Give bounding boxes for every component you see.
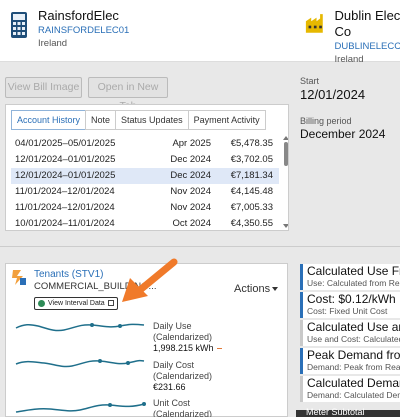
tenant-meter-icon: [12, 270, 26, 285]
card-title: Calculated Use and: [307, 320, 400, 334]
account-name: RainsfordElec: [38, 8, 119, 23]
table-row[interactable]: 11/01/2024–12/01/2024 Nov 2024 €7,005.33: [11, 200, 279, 216]
view-bill-image-button[interactable]: View Bill Image: [5, 77, 82, 98]
daily-cost-value: €231.66: [153, 382, 186, 392]
bill-period: Oct 2024: [172, 218, 211, 229]
actions-dropdown[interactable]: Actions: [234, 283, 279, 295]
card-subtitle: Use and Cost: Calculated: [307, 334, 400, 344]
bill-period: Apr 2025: [172, 138, 211, 149]
external-link-icon: [108, 300, 114, 306]
history-panel: Account History Note Status Updates Paym…: [5, 104, 289, 231]
tab-payment-activity[interactable]: Payment Activity: [187, 110, 266, 130]
card-subtitle: Demand: Calculated Demand: [307, 390, 400, 400]
trend-dash-icon: [216, 348, 222, 350]
bill-amount: €7,181.34: [230, 170, 273, 181]
card-title: Cost: $0.12/kWh: [307, 292, 396, 306]
section-divider: [0, 246, 400, 247]
tenant-card: [5, 263, 288, 417]
card-subtitle: Cost: Fixed Unit Cost: [307, 306, 388, 316]
account-code-link[interactable]: RAINSFORDELEC01: [38, 25, 130, 36]
meter-subtotal-label: Meter Subtotal: [306, 407, 365, 417]
meter-subtotal-tab[interactable]: Meter Subtotal: [296, 407, 400, 417]
billing-period-label: Billing period: [300, 116, 352, 126]
unit-cost-sparkline: [15, 403, 145, 413]
history-tabs: Account History Note Status Updates Paym…: [11, 110, 266, 130]
start-label: Start: [300, 76, 320, 86]
bill-period: Nov 2024: [170, 202, 211, 213]
scroll-thumb[interactable]: [284, 142, 288, 166]
daily-cost-sublabel: (Calendarized): [153, 371, 213, 381]
billing-period-value: December 2024: [300, 127, 386, 141]
bill-amount: €3,702.05: [230, 154, 273, 165]
card-title: Calculated Demand: [307, 376, 400, 390]
tab-account-history[interactable]: Account History: [11, 110, 87, 130]
daily-use-number: 1,998.215 kWh: [153, 343, 214, 353]
card-subtitle: Use: Calculated from Read: [307, 278, 400, 288]
bill-amount: €7,005.33: [230, 202, 273, 213]
unit-cost-card[interactable]: Cost: $0.12/kWh Cost: Fixed Unit Cost: [300, 292, 400, 318]
bill-amount: €4,350.55: [230, 218, 273, 229]
unit-cost-sublabel: (Calendarized): [153, 409, 213, 417]
view-interval-data-button[interactable]: View Interval Data: [34, 297, 118, 310]
metric-sparklines: [15, 323, 146, 413]
daily-cost-sparkline: [15, 359, 145, 368]
account-info: Dublin Elec Co DUBLINELECCO Ireland: [335, 8, 400, 66]
account-summary-rainsford: RainsfordElec RAINSFORDELEC01 Ireland: [10, 8, 129, 50]
account-location: Ireland: [334, 54, 364, 65]
history-scrollbar[interactable]: [283, 136, 288, 228]
tenant-type: COMMERCIAL_BUILDING...: [34, 281, 157, 292]
account-location: Ireland: [38, 38, 68, 49]
actions-label: Actions: [234, 283, 271, 295]
card-subtitle: Demand: Peak from Read: [307, 362, 400, 372]
history-table: 04/01/2025–05/01/2025 Apr 2025 €5,478.35…: [11, 136, 279, 230]
table-row-selected[interactable]: 12/01/2024–01/01/2025 Dec 2024 €7,181.34: [11, 168, 279, 184]
daily-use-value: 1,998.215 kWh: [153, 343, 222, 354]
peak-demand-card[interactable]: Peak Demand from Demand: Peak from Read: [300, 348, 400, 374]
add-icon: [38, 300, 45, 307]
date-range: 04/01/2025–05/01/2025: [15, 138, 116, 149]
daily-use-sparkline: [15, 323, 145, 332]
account-info: RainsfordElec RAINSFORDELEC01 Ireland: [38, 8, 129, 50]
tenant-name-link[interactable]: Tenants (STV1): [34, 269, 104, 280]
daily-use-label: Daily Use: [153, 321, 192, 331]
date-range: 10/01/2024–11/01/2024: [15, 218, 115, 229]
scroll-down-icon[interactable]: [283, 224, 288, 228]
date-range: 11/01/2024–12/01/2024: [15, 202, 115, 213]
account-code-link[interactable]: DUBLINELECCO: [334, 41, 400, 52]
calc-use-cost-card[interactable]: Calculated Use and Use and Cost: Calcula…: [300, 320, 400, 346]
account-summary-dublin: Dublin Elec Co DUBLINELECCO Ireland: [305, 8, 400, 66]
table-row[interactable]: 12/01/2024–01/01/2025 Dec 2024 €3,702.05: [11, 152, 279, 168]
daily-use-sublabel: (Calendarized): [153, 332, 213, 342]
date-range: 12/01/2024–01/01/2025: [15, 170, 116, 181]
start-date: 12/01/2024: [300, 87, 366, 102]
unit-cost-label: Unit Cost: [153, 398, 191, 408]
account-header: RainsfordElec RAINSFORDELEC01 Ireland Du…: [0, 0, 400, 65]
daily-cost-label: Daily Cost: [153, 360, 195, 370]
scroll-up-icon[interactable]: [283, 136, 288, 140]
tab-status-updates[interactable]: Status Updates: [115, 110, 189, 130]
factory-icon: [305, 14, 323, 33]
open-in-new-tab-button[interactable]: Open in New Tab: [88, 77, 168, 112]
date-range: 11/01/2024–12/01/2024: [15, 186, 115, 197]
annotation-arrow-icon: [122, 258, 178, 302]
bill-period: Dec 2024: [170, 154, 211, 165]
table-row[interactable]: 11/01/2024–12/01/2024 Nov 2024 €4,145.48: [11, 184, 279, 200]
chevron-down-icon: [272, 287, 279, 292]
interval-button-label: View Interval Data: [48, 300, 105, 307]
tab-note[interactable]: Note: [85, 110, 117, 130]
table-row[interactable]: 04/01/2025–05/01/2025 Apr 2025 €5,478.35: [11, 136, 279, 152]
account-name: Dublin Elec Co: [334, 8, 400, 39]
calc-use-card[interactable]: Calculated Use From Use: Calculated from…: [300, 264, 400, 290]
bill-period: Nov 2024: [170, 186, 211, 197]
table-row[interactable]: 10/01/2024–11/01/2024 Oct 2024 €4,350.55: [11, 216, 279, 230]
card-title: Peak Demand from: [307, 348, 400, 362]
bill-amount: €5,478.35: [230, 138, 273, 149]
bill-period: Dec 2024: [170, 170, 211, 181]
calculator-icon: [11, 12, 27, 38]
calc-demand-card[interactable]: Calculated Demand Demand: Calculated Dem…: [300, 376, 400, 402]
card-title: Calculated Use From: [307, 264, 400, 278]
date-range: 12/01/2024–01/01/2025: [15, 154, 116, 165]
bill-amount: €4,145.48: [230, 186, 273, 197]
